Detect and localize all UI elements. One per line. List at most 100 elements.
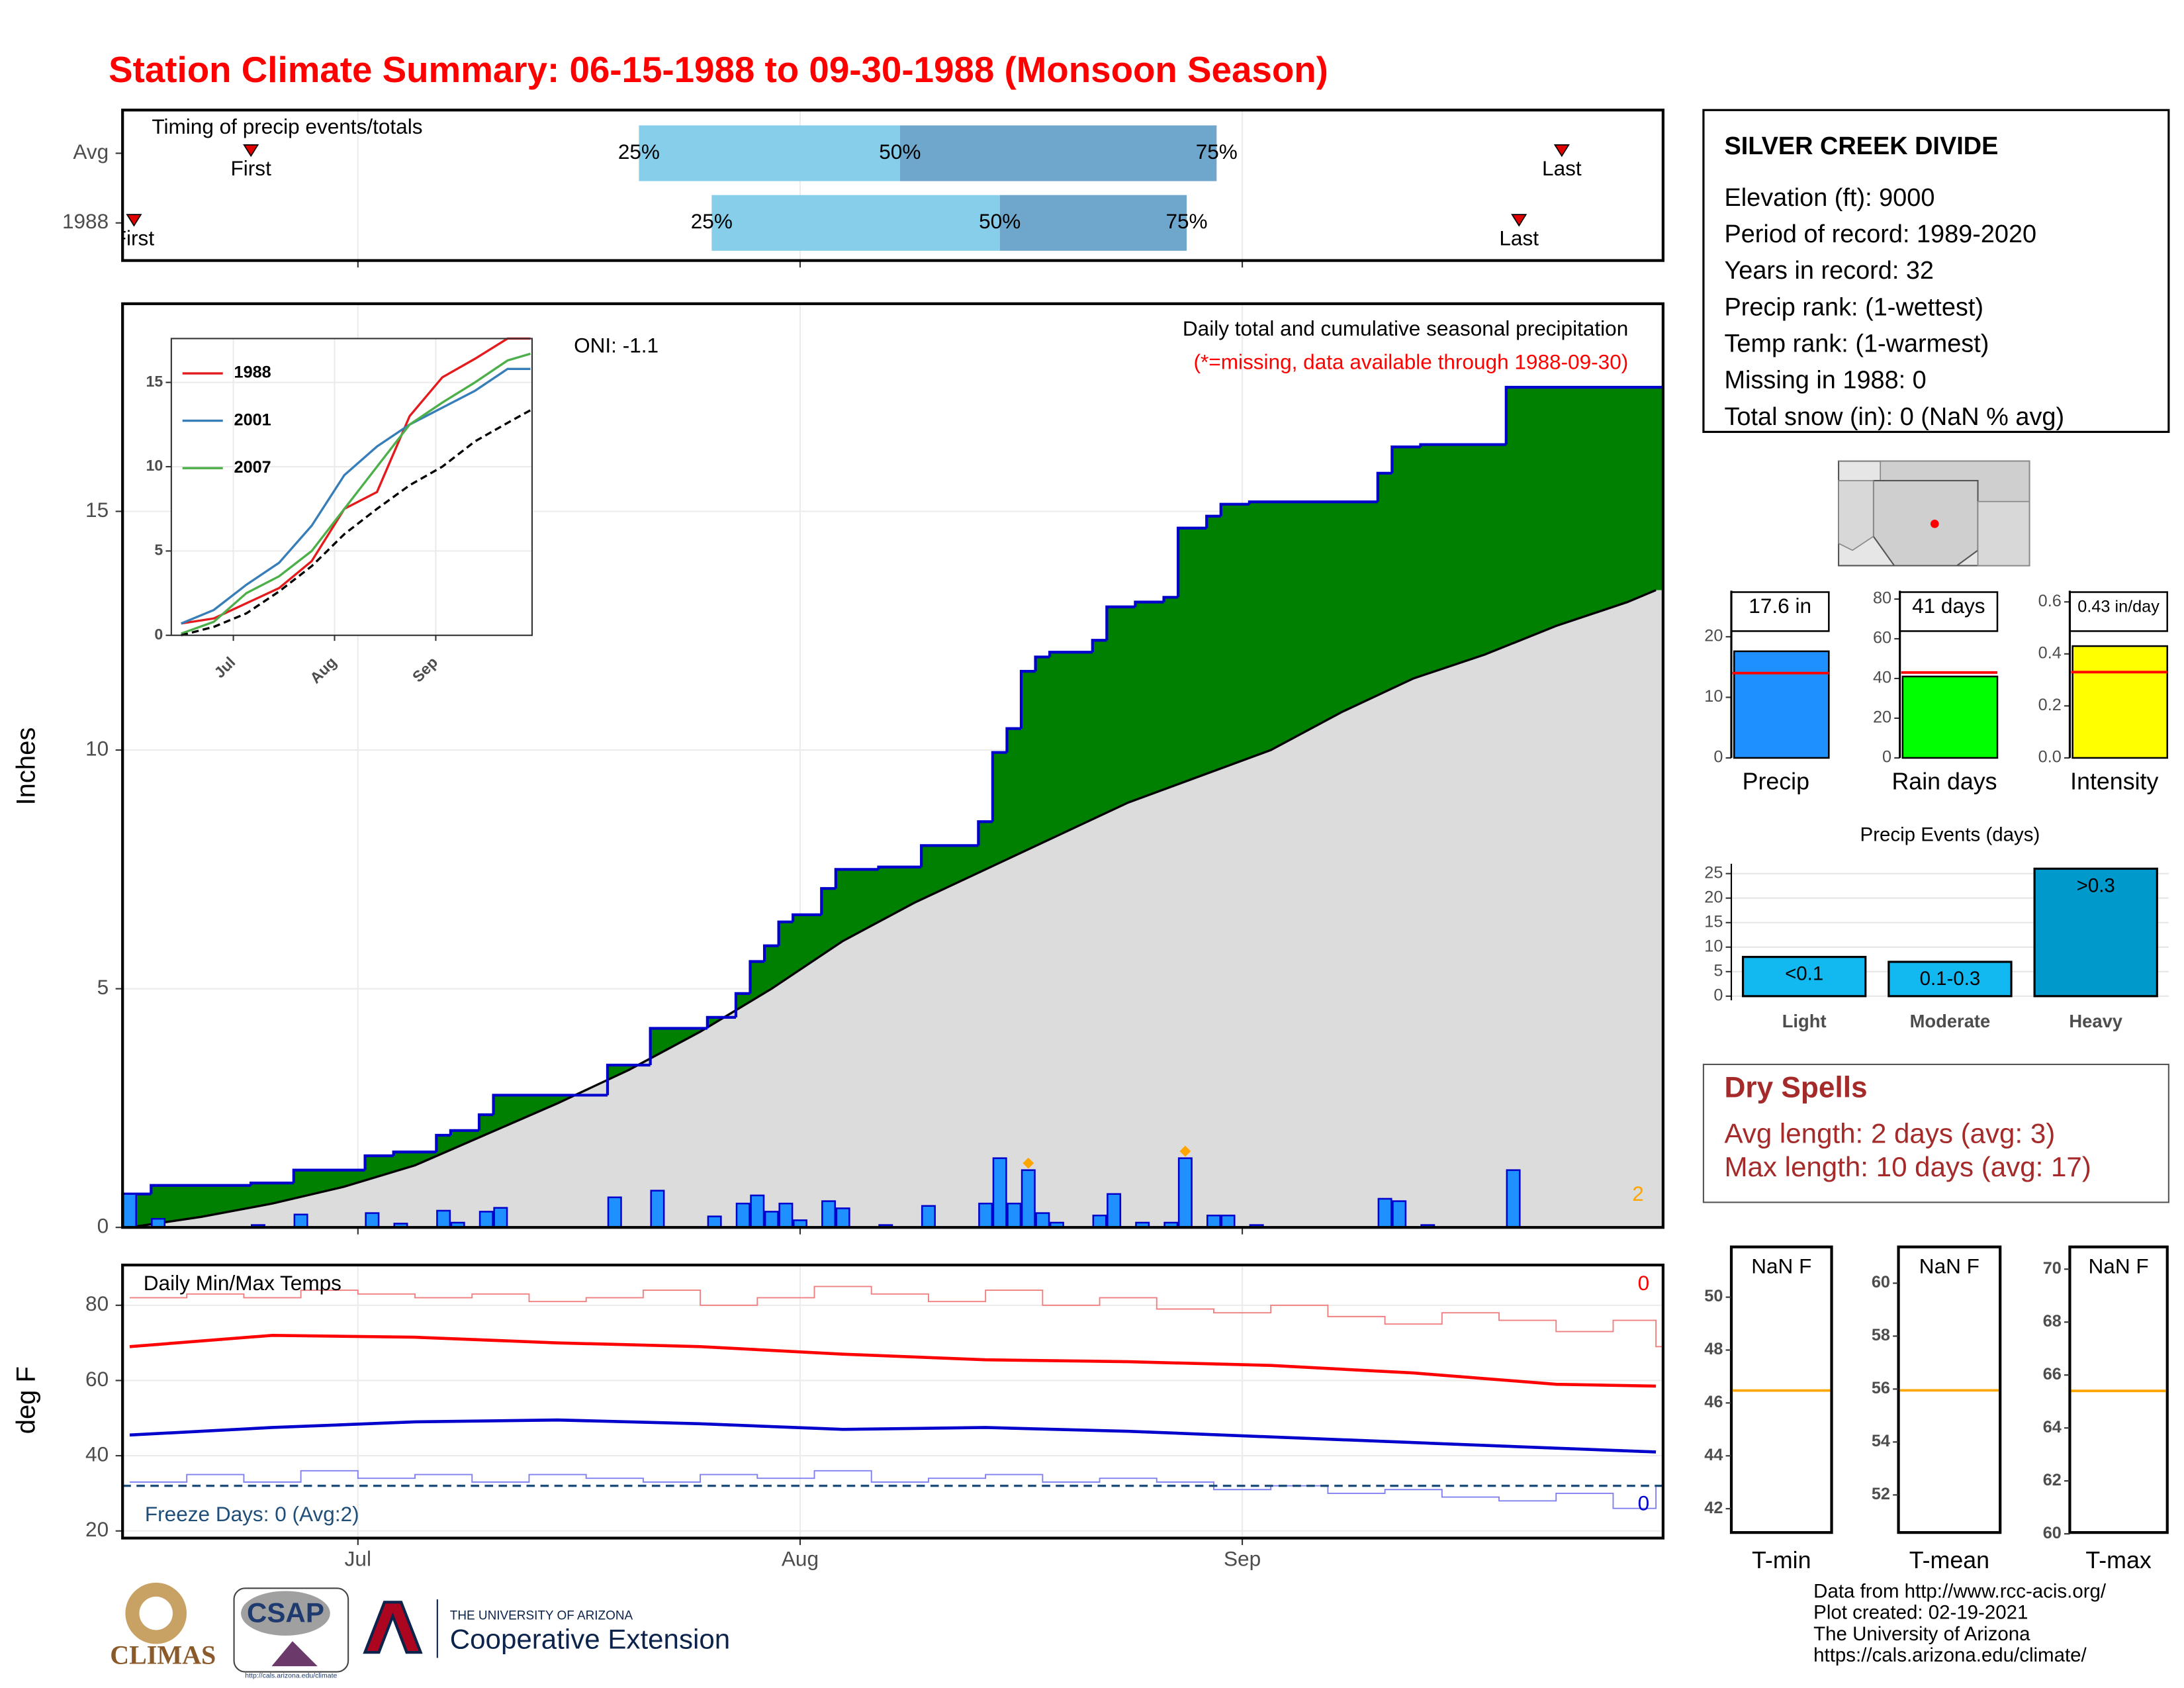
daily-bar [978, 1202, 993, 1229]
cumulative-step [1419, 443, 1506, 447]
y-tick-label: 60 [1873, 629, 1891, 647]
flag-marker [1023, 1157, 1034, 1169]
daily-temp-line [129, 1286, 1663, 1348]
daily-bar [764, 1211, 779, 1229]
daily-bar [493, 1207, 508, 1229]
daily-bar [821, 1200, 837, 1229]
inset-line [181, 367, 531, 625]
cumulative-step [435, 1133, 451, 1152]
cumulative-step [1376, 471, 1392, 502]
event-marker [126, 214, 142, 227]
y-tick-label: 0.6 [2038, 592, 2062, 610]
cumulative-step [1176, 526, 1207, 598]
y-tick-label: 0 [1713, 748, 1723, 767]
y-tick-label: 0 [1882, 748, 1891, 767]
y-tick-label: 60 [1872, 1273, 1890, 1291]
y-tick-label: 44 [1704, 1446, 1723, 1464]
daily-bar [607, 1196, 622, 1229]
legend-label: 1988 [234, 363, 271, 382]
station-line: Period of record: 1989-2020 [1724, 220, 2036, 248]
y-tick-label: 64 [2043, 1418, 2062, 1436]
y-tick-label: 50 [1704, 1287, 1723, 1305]
daily-bar [1506, 1169, 1521, 1229]
y-tick-label: 58 [1872, 1326, 1890, 1344]
panel-subtitle: (*=missing, data available through 1988-… [1194, 350, 1629, 374]
daily-bar [1007, 1202, 1022, 1229]
category-label: Intensity [2070, 768, 2158, 794]
cumulative-step [363, 1154, 394, 1170]
flag-marker [1179, 1145, 1191, 1157]
logo-text: THE UNIVERSITY OF ARIZONA [450, 1609, 633, 1622]
y-tick-label: 46 [1704, 1393, 1723, 1411]
daily-bar [436, 1209, 451, 1229]
category-label: T-mean [1909, 1547, 1989, 1573]
y-tick-label: 0.2 [2038, 696, 2062, 714]
cumulative-step [649, 1027, 707, 1066]
y-tick-label: Avg [73, 140, 109, 164]
y-tick-label: 5 [1713, 961, 1723, 980]
page-title: Station Climate Summary: 06-15-1988 to 0… [109, 49, 1328, 90]
station-line: Missing in 1988: 0 [1724, 367, 1926, 395]
y-tick-label: 15 [1704, 912, 1723, 931]
inset-line [181, 409, 531, 637]
cumulative-step [991, 751, 1007, 822]
cumulative-step [1248, 500, 1378, 504]
daily-bar [122, 1193, 137, 1229]
panel-title: Daily total and cumulative seasonal prec… [1183, 316, 1628, 340]
daily-bar [1206, 1214, 1221, 1229]
station-box [1702, 109, 2170, 434]
event-marker [243, 144, 259, 158]
freeze-label: Freeze Days: 0 (Avg:2) [145, 1502, 359, 1526]
y-axis-label: Inches [12, 727, 41, 806]
x-tick-label: Moderate [1910, 1011, 1991, 1031]
y-tick-label: 48 [1704, 1340, 1723, 1358]
y-tick-label: 20 [1704, 888, 1723, 906]
y-tick-label: 70 [2043, 1259, 2062, 1278]
cumulative-step [250, 1182, 294, 1186]
daily-bar [735, 1202, 751, 1229]
x-tick-label: Aug [782, 1547, 819, 1571]
bar [1888, 961, 2013, 998]
cumulative-step [1091, 639, 1107, 653]
cumulative-step [492, 1094, 608, 1115]
oni-label: ONI: -1.1 [574, 333, 659, 357]
quartile-label: 50% [979, 209, 1021, 233]
daily-bar [1377, 1197, 1392, 1229]
inset-y-tick-label: 15 [146, 373, 163, 390]
quartile-label: 50% [879, 140, 921, 164]
category-label: T-max [2085, 1547, 2151, 1573]
daily-bar [365, 1212, 380, 1229]
y-tick-label: 15 [85, 498, 109, 522]
cumulative-step [777, 920, 794, 946]
dry-spell-line: Avg length: 2 days (avg: 3) [1724, 1117, 2055, 1149]
daily-bar [1220, 1214, 1236, 1229]
inset-y-tick-label: 0 [154, 626, 163, 643]
map [1838, 460, 2030, 567]
box-annotation: NaN F [1751, 1254, 1811, 1278]
inset-line [181, 337, 531, 625]
event-marker [1511, 214, 1527, 227]
y-tick-label: 5 [97, 975, 109, 999]
y-tick-label: 25 [1704, 863, 1723, 882]
y-tick-label: 80 [1873, 589, 1891, 608]
y-tick-label: 60 [2043, 1524, 2062, 1542]
credit-line: Plot created: 02-19-2021 [1813, 1602, 2028, 1624]
inset-x-tick-label: Sep [409, 653, 441, 685]
x-tick-label: Heavy [2069, 1011, 2122, 1031]
inset-x-tick-label: Aug [306, 653, 340, 686]
daily-bar [650, 1190, 665, 1229]
y-tick-label: 42 [1704, 1499, 1723, 1517]
average-area [122, 590, 1663, 1228]
bar-label: <0.1 [1785, 963, 1823, 985]
y-tick-label: 1988 [62, 209, 109, 233]
y-tick-label: 56 [1872, 1379, 1890, 1397]
y-tick-label: 80 [85, 1291, 109, 1315]
cumulative-step [705, 1015, 736, 1029]
daily-bar [707, 1215, 722, 1229]
event-label: First [114, 226, 155, 250]
cumulative-step [792, 913, 822, 922]
y-tick-label: 10 [85, 736, 109, 760]
cumulative-step [1105, 605, 1136, 641]
daily-bar [778, 1202, 794, 1229]
